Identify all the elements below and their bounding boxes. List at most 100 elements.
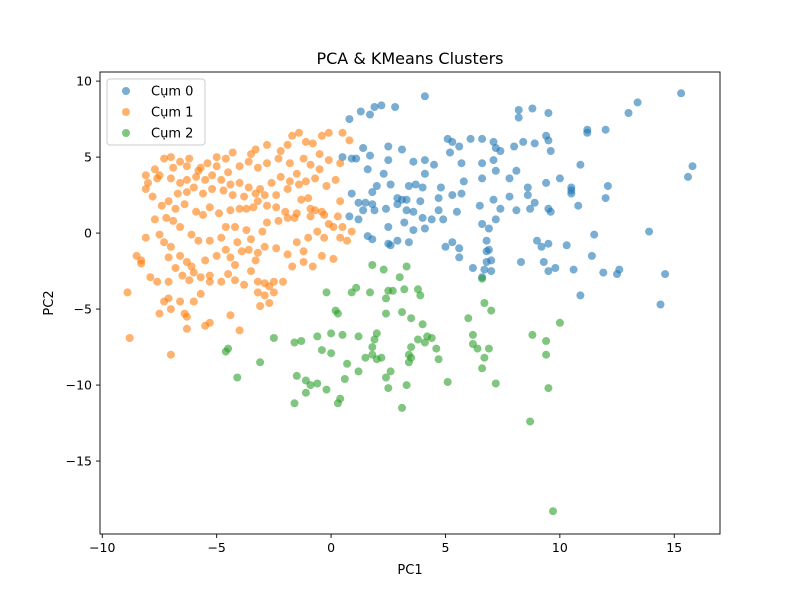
point-cluster-0 [567,189,576,198]
point-cluster-2 [388,286,397,295]
point-cluster-1 [217,175,226,184]
point-cluster-0 [533,236,541,245]
point-cluster-0 [338,153,347,162]
point-cluster-1 [301,137,310,146]
point-cluster-0 [478,220,487,228]
point-cluster-1 [171,264,180,272]
point-cluster-2 [340,375,349,383]
point-cluster-1 [164,253,173,262]
point-cluster-1 [311,174,320,183]
point-cluster-1 [226,253,235,262]
point-cluster-1 [269,288,278,297]
point-cluster-0 [645,227,654,236]
point-cluster-0 [448,238,457,247]
point-cluster-0 [544,239,553,248]
point-cluster-0 [539,258,548,266]
y-axis: 10 5 0 −5 −10 −15 [66,74,100,469]
point-cluster-1 [176,251,185,260]
legend-label-1: Cụm 1 [151,106,193,121]
point-cluster-0 [613,270,621,279]
point-cluster-0 [601,125,610,134]
point-cluster-0 [576,291,585,300]
point-cluster-1 [212,251,221,260]
point-cluster-0 [496,204,505,213]
point-cluster-0 [384,156,393,165]
point-cluster-1 [141,233,150,242]
point-cluster-0 [366,151,374,160]
point-cluster-1 [244,183,253,192]
point-cluster-1 [137,256,146,265]
point-cluster-0 [363,232,372,241]
point-cluster-1 [274,154,283,163]
point-cluster-1 [155,309,164,318]
point-cluster-0 [478,174,487,183]
legend-box [106,78,206,146]
point-cluster-0 [519,137,528,146]
point-cluster-0 [370,103,379,111]
point-cluster-0 [555,174,564,183]
legend-marker-2 [122,129,130,137]
point-cluster-0 [446,148,454,157]
point-cluster-2 [423,332,432,341]
x-tick-label: −10 [89,540,115,555]
point-cluster-0 [546,207,555,216]
point-cluster-0 [434,206,443,215]
point-cluster-0 [347,154,356,163]
point-cluster-1 [182,312,191,321]
point-cluster-2 [484,344,493,353]
point-cluster-1 [160,238,169,247]
point-cluster-1 [201,175,210,184]
point-cluster-0 [480,265,489,274]
point-cluster-2 [313,332,322,341]
point-cluster-2 [322,385,331,394]
point-cluster-0 [489,156,498,165]
x-tick-label: 0 [327,540,335,555]
point-cluster-1 [240,192,249,201]
point-cluster-2 [327,349,336,358]
point-cluster-2 [407,314,416,323]
point-cluster-1 [283,213,292,222]
point-cluster-0 [514,106,523,114]
point-cluster-2 [354,332,363,341]
point-cluster-0 [512,166,521,175]
point-cluster-1 [247,235,255,244]
point-cluster-1 [224,270,233,279]
point-cluster-1 [166,305,175,314]
point-cluster-0 [384,142,393,151]
point-cluster-1 [308,262,317,271]
point-cluster-2 [370,335,379,344]
point-cluster-0 [487,267,496,276]
y-tick-label: 5 [84,150,92,165]
point-cluster-0 [562,241,571,250]
point-cluster-1 [185,276,194,285]
point-cluster-0 [404,238,413,247]
point-cluster-2 [361,353,370,362]
point-cluster-1 [231,223,239,231]
point-cluster-0 [491,215,500,224]
point-cluster-0 [418,213,427,222]
point-cluster-1 [304,233,313,242]
point-cluster-1 [185,154,194,163]
point-cluster-1 [192,207,201,216]
point-cluster-0 [434,194,443,203]
point-cluster-1 [267,178,276,187]
point-cluster-1 [217,233,226,242]
point-cluster-2 [384,384,393,393]
point-cluster-0 [345,115,354,124]
y-tick-label: 0 [84,226,92,241]
point-cluster-0 [544,109,553,117]
point-cluster-0 [409,207,418,216]
legend: Cụm 0 Cụm 1 Cụm 2 [106,78,206,146]
point-cluster-2 [313,379,322,388]
point-cluster-1 [333,212,342,221]
point-cluster-2 [414,285,422,294]
point-cluster-0 [523,183,532,192]
point-cluster-1 [208,185,217,193]
point-cluster-2 [368,261,377,269]
point-cluster-2 [491,379,500,388]
legend-label-0: Cụm 0 [151,85,193,100]
point-cluster-0 [546,147,555,155]
point-cluster-0 [448,191,457,200]
y-axis-label: PC2 [42,290,57,315]
point-cluster-1 [166,153,175,162]
